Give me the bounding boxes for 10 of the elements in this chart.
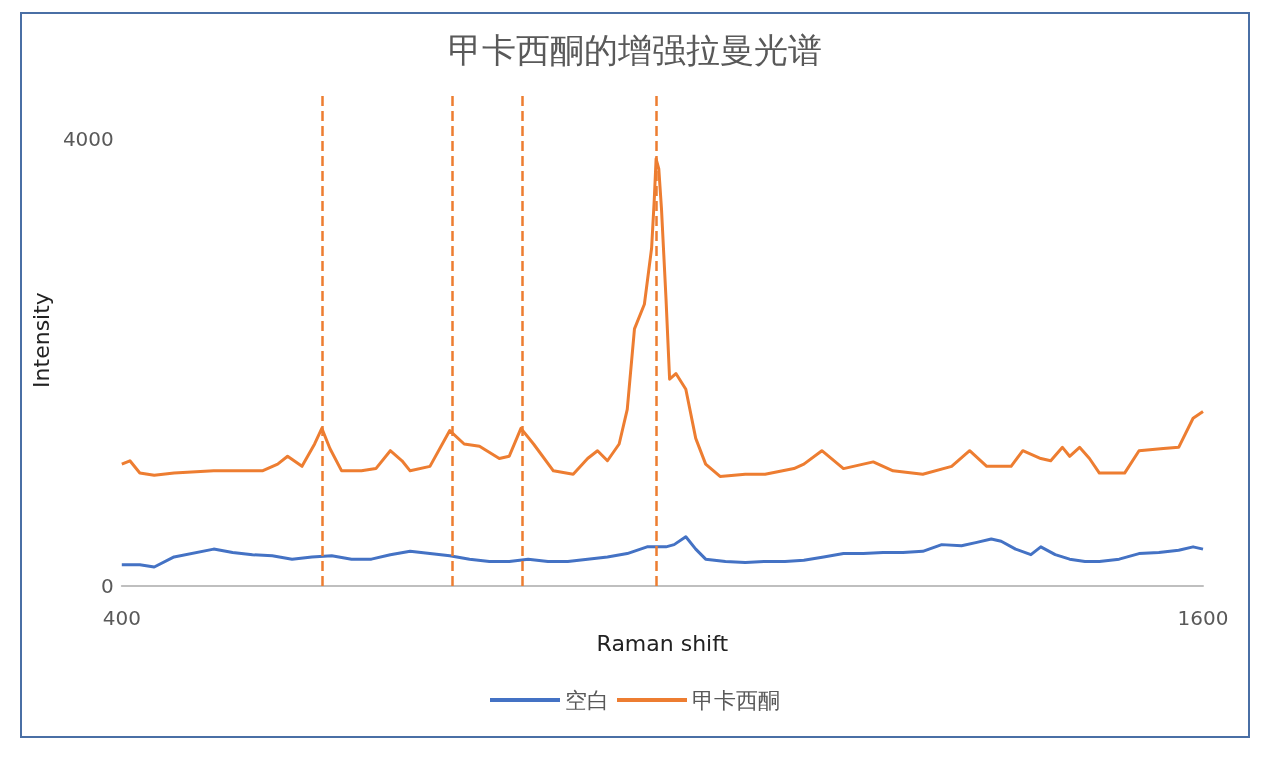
x-tick-label: 1600 <box>1177 606 1229 630</box>
legend-label: 甲卡西酮 <box>692 687 780 713</box>
y-axis-title: Intensity <box>28 292 54 388</box>
y-tick-label: 4000 <box>62 126 114 151</box>
x-axis-title: Raman shift <box>596 631 729 657</box>
y-tick-label: 0 <box>101 574 114 598</box>
legend-label: 空白 <box>565 687 609 713</box>
line-series <box>120 535 1205 569</box>
x-tick-label: 400 <box>102 606 141 630</box>
chart-title: 甲卡西酮的增强拉曼光谱 <box>448 30 822 70</box>
